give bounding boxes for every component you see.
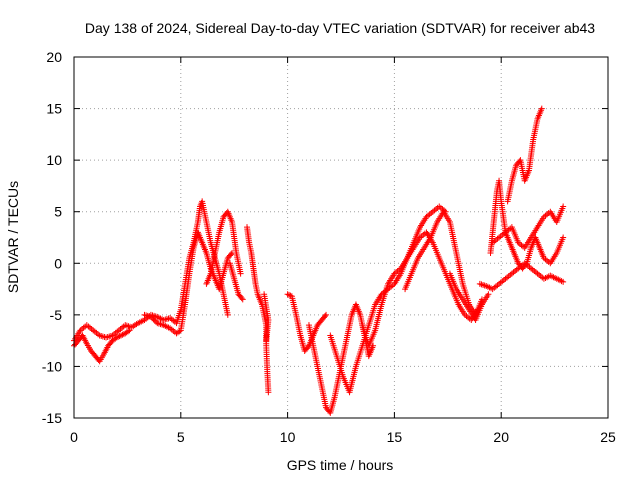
data-point [115,333,122,340]
data-point [238,295,245,302]
plot-frame [73,56,609,419]
data-point [176,328,183,335]
data-point [239,296,246,303]
x-tick-label: 20 [493,429,509,445]
data-point [263,337,270,344]
data-point [119,331,126,338]
series-9 [305,301,377,416]
x-tick-label: 10 [280,429,296,445]
series-11 [359,229,481,349]
series-4 [203,208,244,287]
x-axis-label: GPS time / hours [287,457,394,473]
y-tick-label: -10 [42,358,62,374]
y-tick-label: 0 [54,255,62,271]
axis-ticks: 0 5 10 15 20 25 -15 -10 -5 0 5 10 15 20 [42,49,616,445]
data-point [126,327,133,334]
series-17 [504,105,545,205]
data-point [284,291,291,298]
y-tick-label: 10 [46,152,62,168]
grid [74,57,608,418]
chart-title: Day 138 of 2024, Sidereal Day-to-day VTE… [85,20,595,36]
data-point [323,311,330,318]
data-point [560,234,567,241]
data-point [560,278,567,285]
data-point [321,313,328,320]
data-point [117,332,124,339]
y-tick-label: 20 [46,49,62,65]
data-point [113,334,120,341]
x-tick-label: 15 [387,429,403,445]
series-7 [261,291,272,344]
y-tick-label: 15 [46,101,62,117]
data-point [265,389,272,396]
series-12 [402,208,485,318]
data-point [304,344,311,351]
x-tick-label: 25 [600,429,616,445]
data-point [560,203,567,210]
data-point [237,270,244,277]
series-15 [487,177,567,272]
data-point [286,291,293,298]
series-8 [284,291,330,354]
series-3 [141,229,236,337]
data-point [227,251,234,258]
y-axis-label: SDTVAR / TECUs [5,181,21,293]
data-point [224,311,231,318]
series-13 [446,270,492,324]
series-6 [244,224,272,396]
data-point [522,261,529,268]
y-tick-label: -5 [50,307,63,323]
y-tick-label: -15 [42,410,62,426]
series-1 [71,198,231,344]
series-16 [489,203,567,251]
x-tick-label: 5 [177,429,185,445]
data-marks [71,105,567,416]
series-2 [71,327,133,365]
x-tick-label: 0 [70,429,78,445]
series-5 [226,260,246,303]
y-tick-label: 5 [54,204,62,220]
data-point [538,105,545,112]
data-point [485,291,492,298]
data-point [125,328,132,335]
data-point [116,333,123,340]
